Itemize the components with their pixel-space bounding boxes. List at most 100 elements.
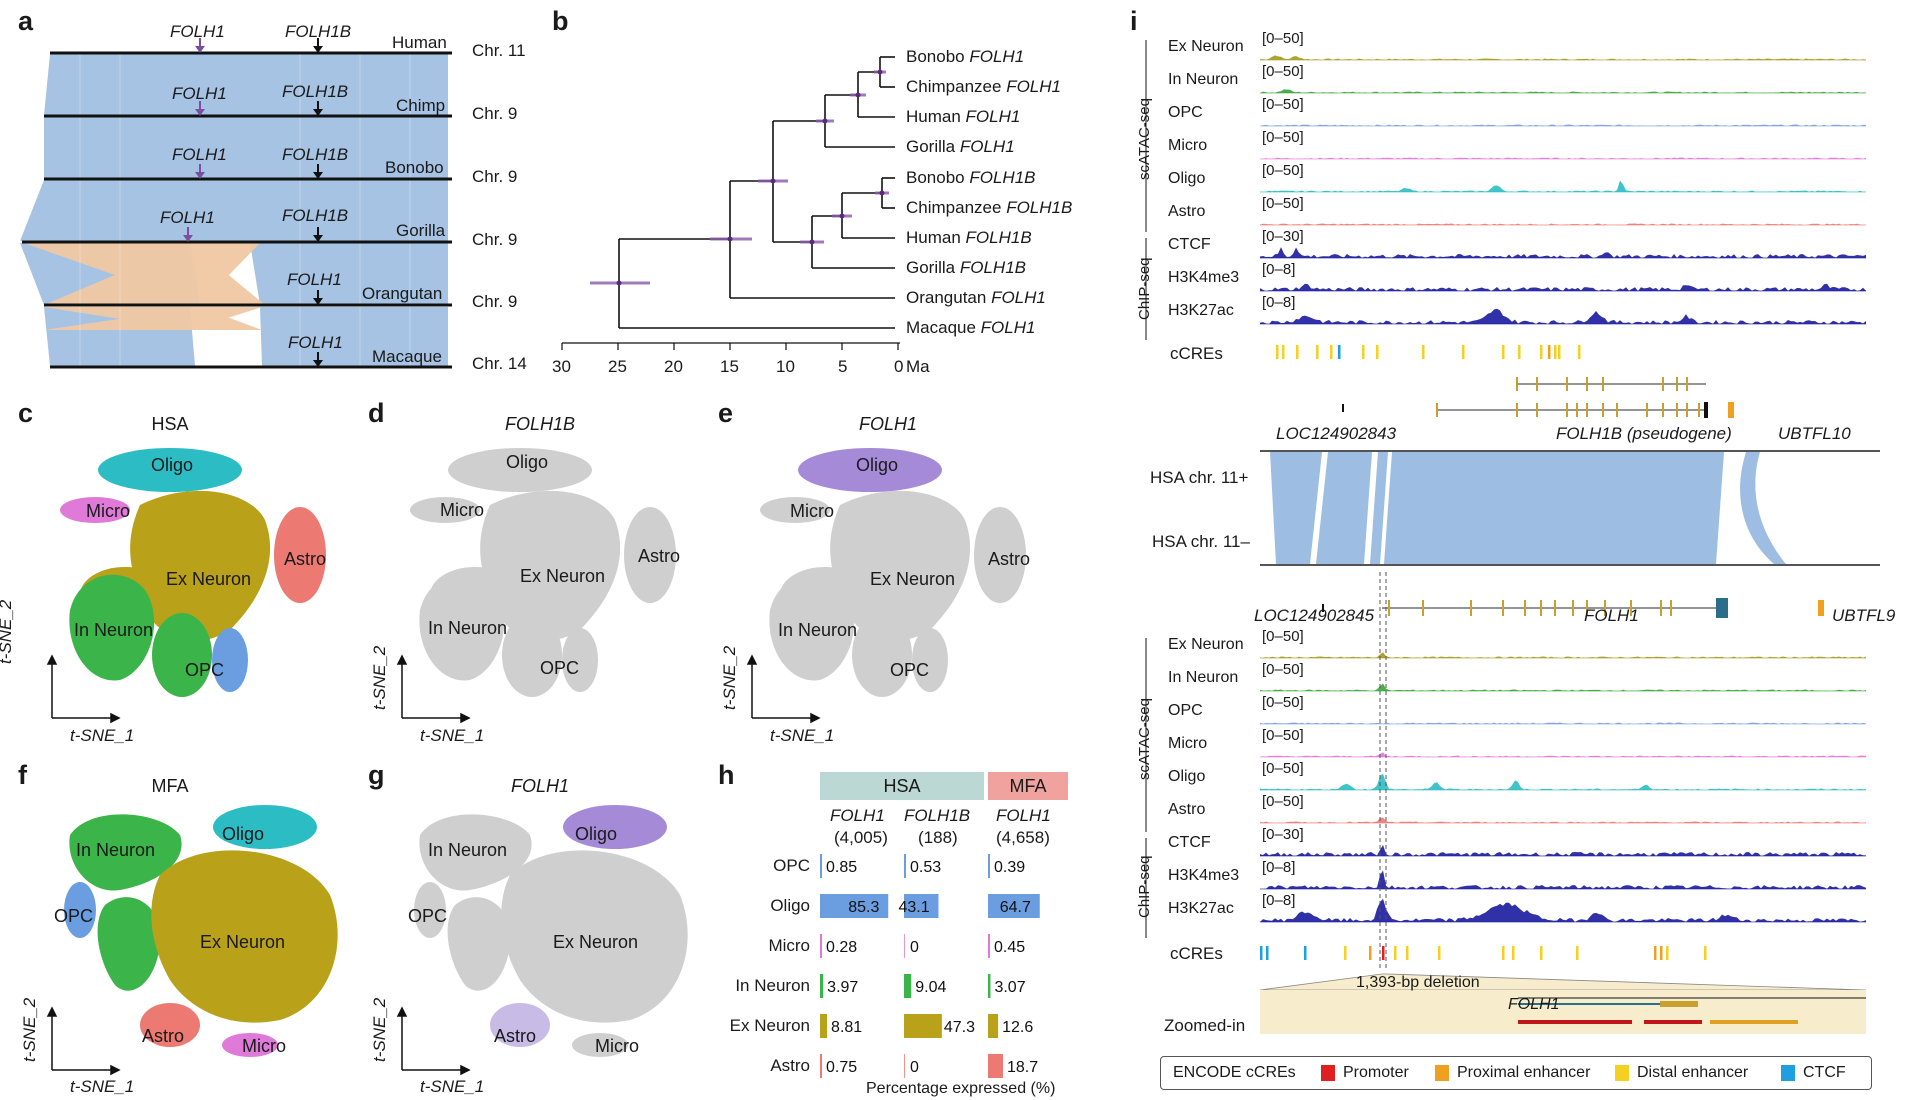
cluster-label: In Neuron [778, 620, 858, 640]
tsne-plot-d [410, 448, 676, 697]
ccre-mark [1502, 946, 1505, 960]
synteny-plot [20, 38, 452, 369]
gene-label: FOLH1 [288, 333, 343, 352]
gene-name: LOC124902845 [1254, 606, 1375, 625]
tsne-axes [46, 654, 821, 1076]
ccre-mark [1394, 946, 1397, 960]
cluster-label: Micro [86, 501, 130, 521]
chrom-minus-label: HSA chr. 11– [1152, 532, 1250, 551]
expression-bar [988, 894, 1040, 918]
gene-name: LOC124902843 [1276, 424, 1397, 443]
track-range: [0–50] [1262, 129, 1304, 146]
chr-label: Chr. 9 [472, 104, 518, 123]
barchart-xlabel: Percentage expressed (%) [866, 1080, 1056, 1097]
expression-value: 64.7 [1000, 899, 1031, 916]
panel-label-f: f [18, 760, 27, 790]
exon [1586, 377, 1588, 391]
expression-value: 47.3 [944, 1019, 975, 1036]
expression-bar [988, 1054, 1003, 1078]
ccre-mark [1576, 946, 1579, 960]
synteny-gap [1364, 452, 1378, 564]
exon [1516, 403, 1518, 417]
track-signal [1260, 773, 1866, 790]
expression-value: 0.39 [994, 859, 1025, 876]
cluster-label: Ex Neuron [553, 932, 639, 952]
track-signal [1260, 752, 1866, 757]
exon [1676, 403, 1678, 417]
ccre-mark [1316, 345, 1319, 359]
track-signal [1260, 817, 1866, 823]
ctcf-swatch [1781, 1065, 1795, 1081]
legend-item: Proximal enhancer [1457, 1064, 1591, 1081]
ccre-mark [1344, 946, 1347, 960]
expression-bar [820, 894, 889, 918]
track-range: [0–50] [1262, 30, 1304, 47]
cluster-label: Ex Neuron [870, 569, 956, 589]
track-name: Oligo [1168, 768, 1206, 785]
track-name: Astro [1168, 801, 1206, 818]
cluster-label: Oligo [222, 824, 265, 844]
synteny-gap [1380, 452, 1392, 564]
ccre-mark [1276, 345, 1279, 359]
exon [1698, 403, 1700, 417]
exon [1536, 377, 1538, 391]
panel-label-b: b [552, 6, 569, 36]
tsne-title-c: HSA [151, 414, 189, 434]
tsne-plot-g [414, 805, 688, 1057]
track-signal [1260, 55, 1866, 60]
row-label: Micro [768, 936, 810, 955]
tree-axis-tick: 5 [838, 357, 848, 376]
exon [1566, 403, 1568, 417]
cluster-label: Oligo [506, 452, 549, 472]
track-range: [0–50] [1262, 661, 1304, 678]
cluster-label: Micro [440, 500, 484, 520]
exon [1516, 377, 1518, 391]
track-signal [1260, 223, 1866, 225]
track-name: In Neuron [1168, 669, 1239, 686]
panel-label-h: h [718, 760, 735, 790]
ccre-mark [1282, 345, 1285, 359]
expression-value: 0 [910, 939, 919, 956]
ccre-mark [1660, 946, 1663, 960]
gene-label: FOLH1 [172, 84, 227, 103]
gene-name: FOLH1 [1584, 606, 1639, 625]
tree-leaf: Chimpanzee FOLH1 [906, 77, 1061, 96]
exon [1502, 600, 1504, 616]
tree-leaf: Gorilla FOLH1B [906, 258, 1026, 277]
zoom-promoter [1518, 1020, 1632, 1024]
exon [1586, 600, 1588, 616]
gene-label: FOLH1 [170, 22, 225, 41]
species-label: Gorilla [396, 221, 446, 240]
tree-axis-unit: Ma [906, 357, 930, 376]
track-range: [0–50] [1262, 760, 1304, 777]
tree-axis-tick: 15 [720, 357, 739, 376]
cluster-label: OPC [54, 906, 94, 926]
ccre-mark [1369, 946, 1372, 960]
cluster-label: In Neuron [428, 840, 508, 860]
ccre-mark [1540, 946, 1543, 960]
exon [1728, 402, 1734, 418]
zoomed-gene-label: FOLH1 [1508, 996, 1560, 1013]
group-label-chip-lower: ChIP-seq [1136, 855, 1153, 918]
track-signal [1260, 89, 1866, 93]
exon [1554, 600, 1556, 616]
panel-label-c: c [18, 398, 34, 428]
expression-value: 9.04 [915, 979, 946, 996]
expression-bar [820, 854, 822, 878]
tsne-title-g: FOLH1 [510, 776, 570, 796]
tree-leaf: Chimpanzee FOLH1B [906, 198, 1073, 217]
track-name: H3K27ac [1168, 900, 1234, 917]
gene-label: FOLH1 [160, 208, 215, 227]
track-range: [0–8] [1262, 859, 1296, 876]
tsne-title-f: MFA [151, 776, 189, 796]
exon [1686, 377, 1688, 391]
exon [1704, 402, 1708, 418]
expression-value: 3.07 [994, 979, 1025, 996]
ccre-mark [1438, 946, 1441, 960]
row-label: Oligo [770, 896, 810, 915]
ccre-mark [1548, 345, 1551, 359]
tree-leaf: Gorilla FOLH1 [906, 137, 1015, 156]
cluster-label: In Neuron [76, 840, 156, 860]
exon [1524, 600, 1526, 616]
cluster-label: Astro [988, 549, 1031, 569]
